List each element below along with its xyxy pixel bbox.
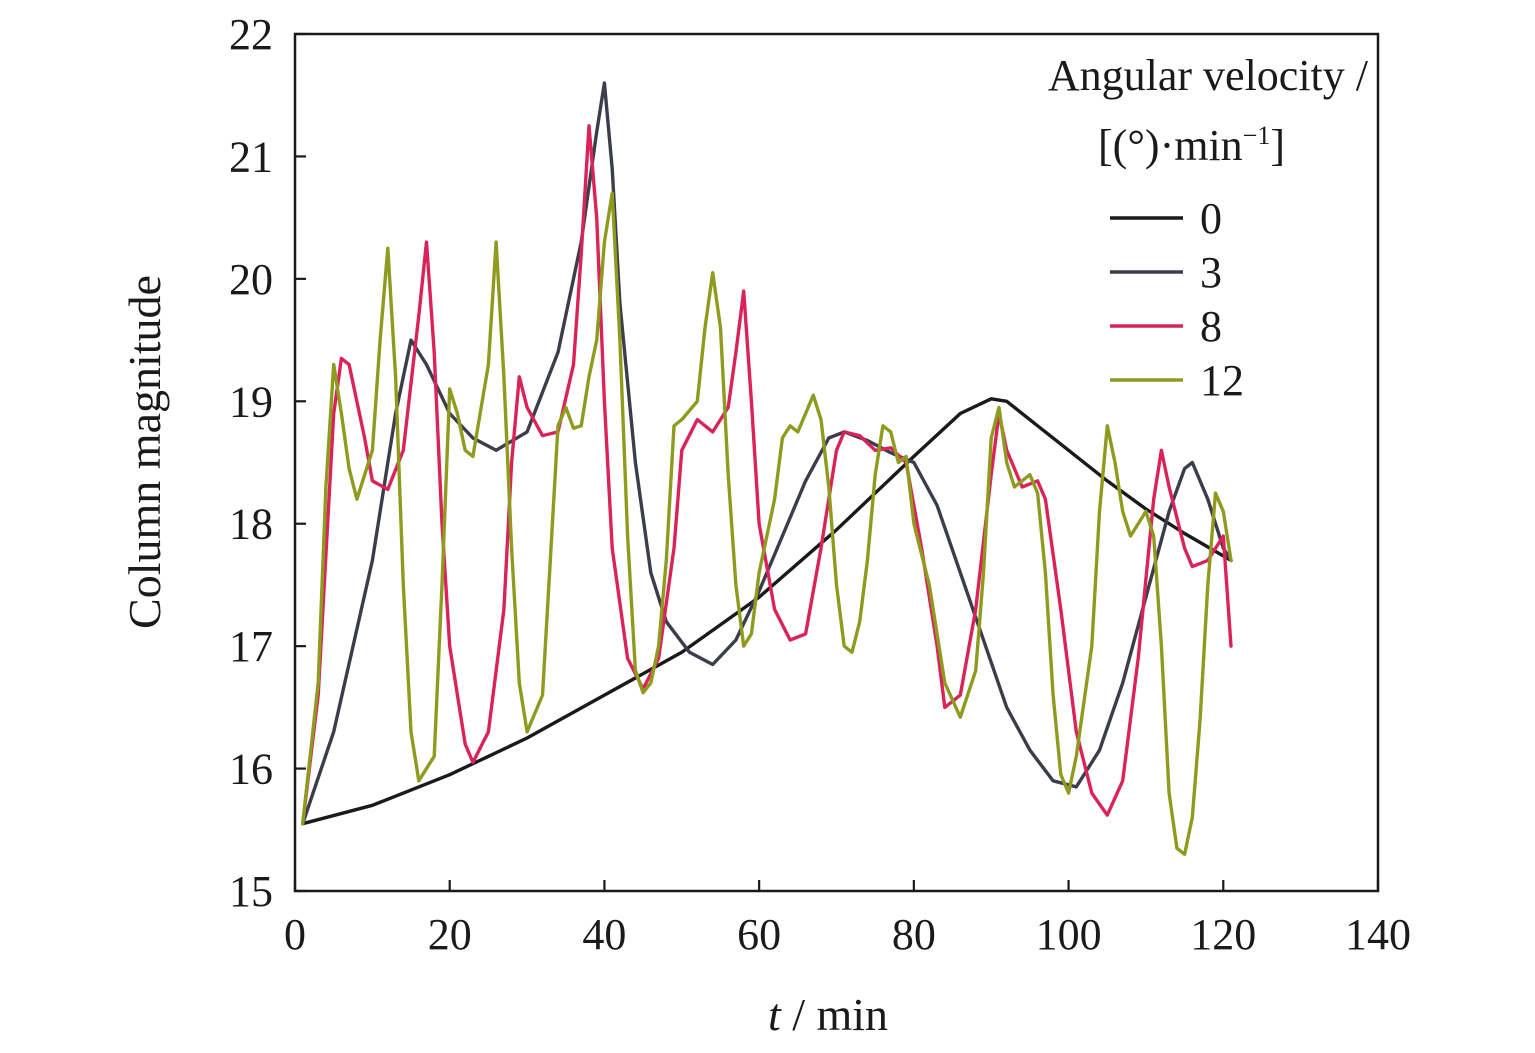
legend-label-8: 8 [1200,302,1222,351]
ticks-layer [293,32,1380,893]
series-layer [301,81,1233,856]
x-tick-label: 120 [1190,910,1256,959]
x-axis-variable: t [768,989,782,1040]
legend-title-line1: Angular velocity / [1048,51,1369,100]
x-tick-label: 80 [892,910,936,959]
legend-title-unit: [(°)·min [1098,121,1243,170]
legend-items: 0 3 8 12 [1110,194,1244,405]
legend-label-12: 12 [1200,356,1244,405]
x-axis-unit: / min [781,989,888,1040]
y-tick-label: 19 [229,377,273,426]
legend: Angular velocity / [(°)·min−1] 0 3 8 12 [1048,51,1369,405]
y-tick-label: 20 [229,255,273,304]
y-tick-label: 17 [229,622,273,671]
series-line-3 [301,81,1233,826]
legend-label-3: 3 [1200,248,1222,297]
plot-frame [293,32,1380,893]
legend-title-exponent: −1 [1243,121,1271,150]
x-tick-label: 60 [737,910,781,959]
legend-title-bracket: ] [1270,121,1285,170]
series-line-12 [301,191,1233,856]
y-tick-label: 18 [229,500,273,549]
y-tick-label: 21 [229,132,273,181]
y-tick-label: 15 [229,867,273,916]
y-tick-label: 22 [229,10,273,59]
y-tick-label: 16 [229,745,273,794]
series-line-8 [301,124,1233,826]
x-axis-title: t / min [768,989,888,1040]
series-line-0 [301,397,1233,826]
legend-title-line2: [(°)·min−1] [1098,121,1285,170]
x-tick-label: 140 [1345,910,1411,959]
x-tick-label: 100 [1036,910,1102,959]
x-tick-label: 0 [284,910,306,959]
x-tick-label: 20 [428,910,472,959]
y-axis-title: Column magnitude [119,275,170,629]
legend-label-0: 0 [1200,194,1222,243]
x-tick-label: 40 [582,910,626,959]
